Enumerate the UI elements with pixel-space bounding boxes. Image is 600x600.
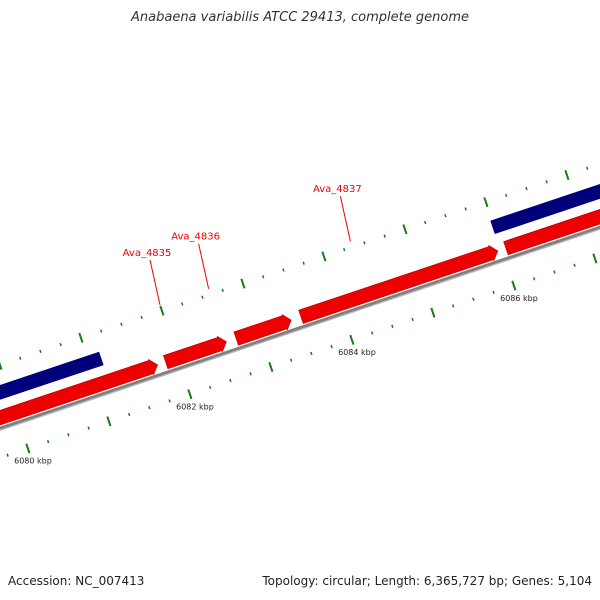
genome-summary-text: Topology: circular; Length: 6,365,727 bp… xyxy=(262,574,592,588)
outer-tick-10 xyxy=(120,322,123,326)
inner-tick-30 xyxy=(553,270,556,274)
outer-tick-13 xyxy=(180,302,184,306)
outer-tick-4 xyxy=(0,362,3,371)
inner-tick-6 xyxy=(67,433,70,437)
inner-tick-23 xyxy=(411,317,414,322)
genome-backbone xyxy=(0,225,600,431)
outer-tick-track xyxy=(0,166,589,371)
outer-tick-23 xyxy=(383,234,386,238)
inner-tick-24 xyxy=(430,307,436,318)
inner-tick-11 xyxy=(168,399,171,403)
outer-tick-19 xyxy=(302,261,305,265)
gene-label-leader xyxy=(198,243,210,289)
kbp-label: 6082 kbp xyxy=(176,402,214,411)
gene-label: Ava_4835 xyxy=(123,248,172,259)
outer-tick-33 xyxy=(585,166,589,170)
inner-tick-16 xyxy=(268,361,274,373)
outer-tick-28 xyxy=(483,197,489,208)
backbone-highlight xyxy=(0,228,600,431)
reverse-strand-track xyxy=(0,183,600,400)
inner-tick-28 xyxy=(511,280,517,291)
inner-tick-3 xyxy=(6,453,9,457)
inner-tick-12 xyxy=(187,389,193,400)
gene-label-leader xyxy=(149,259,161,306)
inner-tick-15 xyxy=(249,372,252,376)
outer-tick-11 xyxy=(140,315,143,320)
map-title: Anabaena variabilis ATCC 29413, complete… xyxy=(131,10,469,25)
inner-tick-27 xyxy=(492,290,495,295)
outer-tick-25 xyxy=(423,220,427,225)
outer-tick-18 xyxy=(282,268,285,272)
inner-tick-21 xyxy=(370,331,374,335)
outer-tick-16 xyxy=(240,278,246,289)
forward-gene-Ava_4838 xyxy=(298,244,499,324)
outer-tick-17 xyxy=(261,275,265,279)
inner-tick-26 xyxy=(472,297,475,301)
outer-tick-30 xyxy=(525,186,528,191)
outer-tick-12 xyxy=(159,305,165,316)
outer-tick-32 xyxy=(564,169,570,181)
inner-tick-17 xyxy=(289,358,293,362)
inner-tick-18 xyxy=(310,351,313,356)
kbp-label: 6086 kbp xyxy=(500,294,538,303)
reverse-gene-1 xyxy=(490,183,600,234)
outer-tick-24 xyxy=(402,224,408,235)
inner-tick-25 xyxy=(451,304,455,308)
gene-label: Ava_4837 xyxy=(313,184,362,195)
outer-tick-22 xyxy=(363,241,366,245)
forward-gene-Ava_4835 xyxy=(0,358,158,426)
inner-tick-20 xyxy=(349,334,355,345)
reverse-gene-0 xyxy=(0,351,104,400)
inner-tick-track xyxy=(6,253,598,457)
gene-label-layer: Ava_4835Ava_4836Ava_4837Ava_4838Ava_4839… xyxy=(123,184,362,306)
inner-tick-13 xyxy=(208,385,212,390)
outer-tick-7 xyxy=(59,342,62,347)
inner-tick-8 xyxy=(106,416,112,427)
inner-tick-10 xyxy=(148,406,151,410)
backbone-line xyxy=(0,225,600,430)
inner-tick-22 xyxy=(391,324,394,328)
gene-label: Ava_4836 xyxy=(171,232,220,243)
outer-tick-29 xyxy=(504,193,508,198)
forward-gene-Ava_4839 xyxy=(503,208,600,256)
inner-tick-19 xyxy=(330,344,333,349)
outer-tick-21 xyxy=(342,247,346,252)
inner-tick-32 xyxy=(592,253,598,264)
kbp-label: 6084 kbp xyxy=(338,348,376,357)
inner-tick-4 xyxy=(25,443,31,454)
outer-tick-26 xyxy=(444,214,447,218)
outer-tick-20 xyxy=(321,251,327,262)
outer-tick-5 xyxy=(18,356,22,360)
inner-tick-31 xyxy=(573,263,576,267)
outer-tick-9 xyxy=(99,329,103,333)
outer-tick-8 xyxy=(78,332,84,343)
outer-tick-14 xyxy=(201,295,204,299)
inner-tick-14 xyxy=(229,378,232,383)
forward-gene-Ava_4837 xyxy=(233,314,292,346)
forward-strand-track xyxy=(0,208,600,426)
outer-tick-31 xyxy=(545,180,548,184)
outer-tick-15 xyxy=(221,288,224,293)
accession-text: Accession: NC_007413 xyxy=(8,574,145,588)
inner-tick-29 xyxy=(532,277,536,281)
kbp-label: 6080 kbp xyxy=(14,457,52,466)
forward-gene-Ava_4836 xyxy=(163,335,227,370)
outer-tick-6 xyxy=(39,349,42,354)
inner-tick-9 xyxy=(127,412,131,417)
inner-tick-7 xyxy=(87,426,90,430)
inner-tick-5 xyxy=(46,439,50,444)
gene-label-leader xyxy=(339,196,351,242)
outer-tick-27 xyxy=(464,207,467,211)
